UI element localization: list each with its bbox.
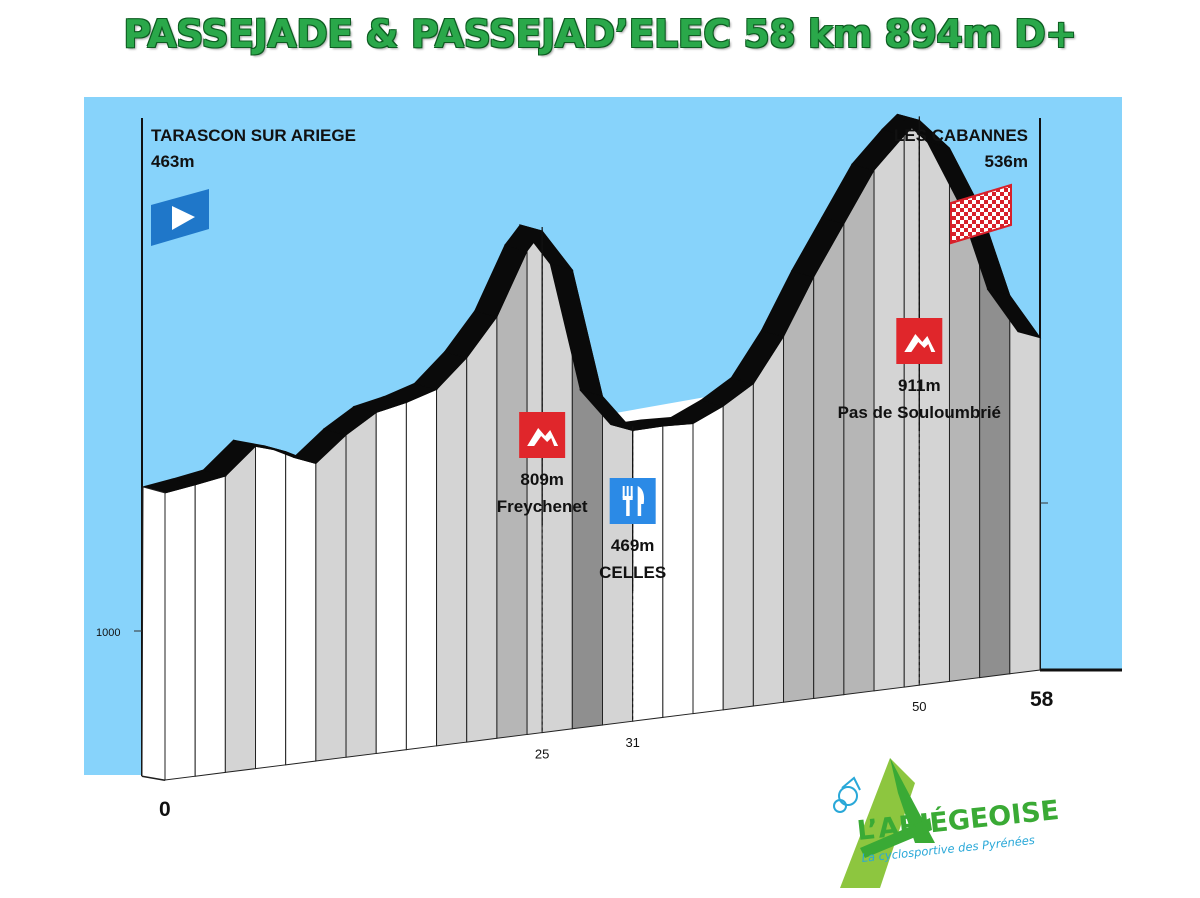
profile-segment (194, 475, 226, 777)
profile-segment (436, 356, 468, 747)
profile-segment (315, 433, 347, 762)
mountain-icon (519, 412, 566, 458)
profile-start-face (141, 486, 166, 781)
profile-segment (466, 315, 498, 743)
distance-label-end: 58 (1030, 688, 1054, 711)
mountain-icon-shadow (911, 342, 932, 352)
profile-segment (405, 388, 438, 751)
fork-prong (622, 486, 625, 498)
distance-label: 31 (625, 735, 639, 750)
fork-handle (626, 498, 630, 516)
profile-segment (602, 395, 634, 726)
profile-segment (752, 334, 785, 707)
profile-segment (375, 401, 407, 755)
page-title: PASSEJADE & PASSEJAD’ELEC 58 km 894m D+ (123, 12, 1077, 56)
fork-knife-icon-bg (609, 478, 656, 524)
profile-segment (692, 405, 724, 715)
checkered-flag-icon (950, 183, 1012, 245)
profile-segment (164, 484, 196, 781)
finish-altitude: 536m (985, 152, 1028, 171)
reference-line-group: 1000 (96, 502, 1048, 639)
profile-segment (285, 450, 317, 766)
play-icon (151, 189, 209, 246)
fork-knife-icon (609, 478, 656, 524)
cyclist-mountain-logo-icon: L’ARIÉGEOISE La cyclosportive des Pyréné… (833, 758, 1060, 888)
profile-segment (662, 422, 694, 718)
start-altitude: 463m (151, 152, 194, 171)
profile-segment (783, 276, 815, 703)
profile-top-surface (986, 288, 1042, 339)
fork-prong (626, 486, 629, 498)
distance-label-start: 0 (159, 798, 171, 821)
distance-label: 50 (912, 699, 926, 714)
distance-labels-group: 0 25 31 50 58 (159, 688, 1054, 821)
profile-segment (813, 221, 845, 700)
reference-label: 1000 (96, 627, 120, 639)
profile-segment (1009, 294, 1041, 675)
profile-segment (843, 168, 875, 696)
mountain-icon-shadow (534, 436, 555, 446)
play-icon-glyph (172, 206, 195, 230)
mountain-icon (896, 318, 943, 364)
profile-segment (496, 250, 528, 739)
knife (637, 486, 645, 516)
profile-segment (722, 382, 754, 711)
finish-name: LES CABANNES (894, 126, 1028, 145)
start-name: TARASCON SUR ARIEGE (151, 126, 356, 145)
distance-label: 25 (535, 747, 549, 762)
profile-segment (255, 445, 287, 770)
profile-segment (224, 445, 257, 773)
profile-segment (345, 411, 377, 758)
fork-prong (630, 486, 633, 498)
